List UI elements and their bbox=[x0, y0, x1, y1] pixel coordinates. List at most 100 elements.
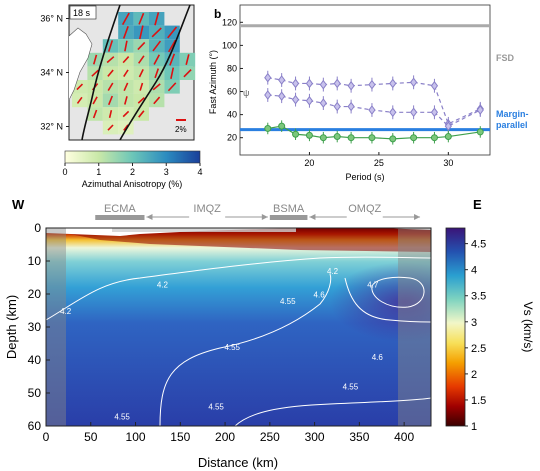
scale-label: 2% bbox=[175, 125, 187, 134]
xs-xtick-label: 150 bbox=[170, 430, 190, 444]
xs-xtick-label: 0 bbox=[43, 430, 50, 444]
azimuth-point bbox=[278, 91, 286, 101]
eastern-mask bbox=[398, 228, 431, 426]
region-label: OMQZ bbox=[348, 203, 381, 215]
aniso-tick-label: 2 bbox=[130, 167, 135, 177]
contour-4.6 bbox=[344, 277, 431, 323]
margin-label-line2: parallel bbox=[496, 120, 528, 130]
anisotropy-bar bbox=[123, 82, 129, 92]
vs-tick-label: 2 bbox=[471, 369, 477, 381]
contour-label: 4.6 bbox=[372, 353, 384, 362]
anisotropy-bar bbox=[106, 56, 115, 64]
azimuth-point bbox=[347, 101, 355, 112]
contour-label: 4.2 bbox=[60, 307, 72, 316]
anisotropy-bar bbox=[107, 40, 114, 52]
azimuth-point bbox=[333, 101, 341, 112]
anisotropy-bar bbox=[137, 41, 146, 51]
azimuth-point bbox=[347, 80, 355, 91]
azimuth-point bbox=[278, 75, 286, 85]
anisotropy-bar bbox=[138, 69, 144, 78]
azimuth-point bbox=[476, 105, 484, 115]
vs-tick-label: 3 bbox=[471, 317, 477, 329]
panel-letter-b: b bbox=[214, 7, 221, 21]
high-velocity-anomaly bbox=[330, 262, 431, 342]
azimuth-point bbox=[389, 135, 397, 143]
xs-xtick-label: 300 bbox=[305, 430, 325, 444]
east-label: E bbox=[473, 197, 482, 212]
vs-tick-label: 4 bbox=[471, 265, 477, 277]
anisotropy-bar bbox=[138, 12, 145, 25]
contour-label: 4.6 bbox=[314, 290, 326, 299]
azimuth-point bbox=[305, 95, 314, 106]
west-label: W bbox=[12, 197, 25, 212]
vs-tick-label: 1 bbox=[471, 421, 477, 433]
region-bar bbox=[95, 215, 145, 220]
anisotropy-bar bbox=[122, 56, 130, 64]
region-markers: ECMA IMQZ BSMA OMQZ bbox=[95, 203, 421, 222]
anisotropy-bar bbox=[167, 26, 178, 39]
western-mask bbox=[46, 228, 66, 426]
aniso-colorbar-ticks: 0 1 2 3 4 bbox=[62, 163, 203, 177]
vs-tick-label: 2.5 bbox=[471, 343, 486, 355]
sediment-layer bbox=[46, 228, 431, 252]
azimuth-plot: 20 25 30 20 40 60 80 100 120 bbox=[222, 17, 490, 168]
vs-tick-label: 1.5 bbox=[471, 395, 486, 407]
azimuth-point bbox=[368, 134, 376, 142]
xs-ytick-label: 0 bbox=[34, 221, 41, 235]
azimuth-ytick-label: 80 bbox=[227, 63, 237, 73]
psi-label: ψ bbox=[243, 88, 249, 98]
lat-tick-label: 34° N bbox=[40, 68, 63, 78]
anisotropy-bar bbox=[152, 83, 161, 91]
azimuth-point bbox=[305, 131, 313, 139]
period-label: 18 s bbox=[73, 8, 91, 18]
cross-section-panel: W E ECMA IMQZ BSMA OMQZ 4.24.24.24.554.554.… bbox=[4, 197, 535, 470]
topo-shade bbox=[112, 228, 296, 232]
lat-tick-label: 32° N bbox=[40, 122, 63, 132]
anisotropy-bar bbox=[107, 82, 114, 92]
azimuth-point bbox=[264, 124, 272, 132]
azimuth-xtick-label: 20 bbox=[304, 158, 314, 168]
azimuth-ytick-label: 20 bbox=[227, 133, 237, 143]
azimuth-point bbox=[319, 134, 327, 142]
aniso-tick-label: 1 bbox=[96, 167, 101, 177]
anisotropy-bar bbox=[122, 110, 130, 118]
contour-label: 4.2 bbox=[157, 280, 169, 289]
anisotropy-bar bbox=[76, 83, 84, 91]
anisotropy-bar bbox=[153, 96, 161, 105]
anisotropy-bar bbox=[185, 54, 190, 66]
anisotropy-bar bbox=[124, 96, 128, 105]
fault-line-west bbox=[81, 4, 121, 141]
azimuth-point bbox=[444, 133, 452, 141]
azimuth-point bbox=[444, 121, 452, 131]
anisotropy-bar bbox=[107, 95, 114, 106]
anisotropy-bar bbox=[76, 96, 83, 104]
anisotropy-bar bbox=[169, 53, 176, 66]
aniso-tick-label: 0 bbox=[62, 167, 67, 177]
vs-colorbar-ticks: 1 1.5 2 2.5 3 3.5 4 4.5 bbox=[465, 239, 486, 433]
xs-xtick-label: 400 bbox=[394, 430, 414, 444]
azimuth-point bbox=[347, 134, 355, 142]
azimuth-point bbox=[264, 72, 272, 83]
azimuth-xlabel: Period (s) bbox=[345, 172, 384, 182]
azimuth-point bbox=[409, 107, 418, 118]
azimuth-ytick-label: 60 bbox=[227, 87, 237, 97]
anisotropy-bar bbox=[92, 96, 98, 105]
xs-ytick-label: 20 bbox=[28, 287, 42, 301]
azimuth-point bbox=[389, 78, 397, 89]
azimuth-point bbox=[430, 107, 439, 118]
anisotropy-bar bbox=[138, 55, 145, 64]
map-lat-ticks: 36° N 34° N 32° N bbox=[40, 14, 69, 132]
azimuth-point bbox=[278, 122, 286, 130]
xs-ytick-label: 60 bbox=[28, 419, 42, 433]
region-label: BSMA bbox=[273, 203, 305, 215]
anisotropy-bar bbox=[107, 124, 114, 131]
xs-ylabel: Depth (km) bbox=[4, 295, 19, 359]
azimuth-point bbox=[368, 79, 376, 90]
azimuth-point bbox=[264, 90, 272, 100]
aniso-tick-label: 3 bbox=[164, 167, 169, 177]
contour-4.2 bbox=[46, 256, 431, 321]
anisotropy-bar bbox=[121, 12, 130, 26]
aniso-colorbar bbox=[64, 150, 201, 164]
